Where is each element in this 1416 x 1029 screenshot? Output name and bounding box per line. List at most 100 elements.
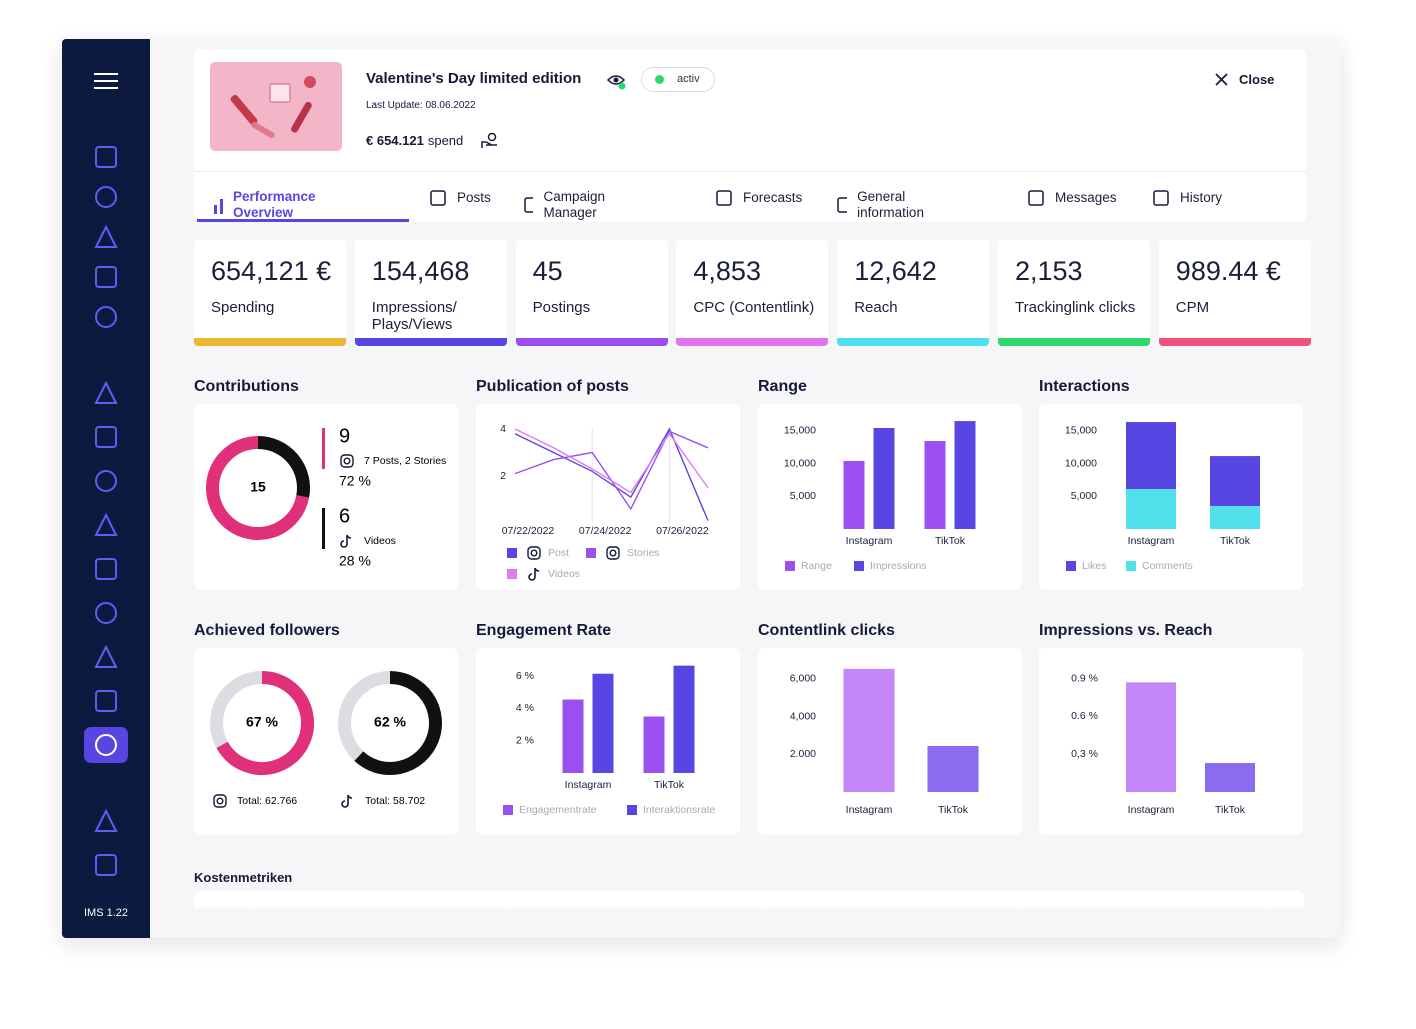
- icon-shape: [94, 380, 118, 404]
- spend-label: spend: [427, 133, 464, 148]
- kpi-bar: [194, 338, 346, 346]
- icon-shape: [95, 306, 117, 328]
- image-shape: [230, 94, 258, 126]
- chart-card: [1039, 648, 1303, 834]
- kpi-value: 2,153: [1015, 256, 1083, 286]
- icon-shape: [95, 426, 117, 448]
- coin: [487, 132, 497, 142]
- divider: [194, 171, 1306, 172]
- chart-card: [476, 648, 740, 834]
- campaign-image: [210, 62, 342, 151]
- kpi-card: 4,853 CPC (Contentlink): [676, 240, 829, 346]
- active-bg: [84, 727, 128, 763]
- chart-card: [758, 648, 1022, 834]
- kpi-card: 2,153 Trackinglink clicks: [998, 240, 1150, 346]
- kpi-label: Postings: [532, 299, 591, 316]
- tab-label: History: [1180, 190, 1223, 205]
- image-shape: [291, 101, 312, 133]
- x: [1215, 73, 1228, 86]
- kpi-value: 654,121 €: [211, 256, 332, 286]
- icon-bar: [220, 199, 223, 214]
- kpi-bar: [354, 338, 507, 346]
- tab-label: Messages: [1055, 190, 1117, 205]
- icon-shape: [716, 190, 732, 206]
- nav-icon[interactable]: [95, 186, 117, 208]
- icon-shape: [95, 186, 117, 208]
- nav-icon[interactable]: [94, 808, 118, 832]
- tab-label: Posts: [457, 190, 491, 205]
- icon-bar: [214, 205, 217, 214]
- status-pill: [641, 67, 715, 92]
- check: [618, 82, 626, 90]
- tab[interactable]: Posts: [429, 189, 491, 207]
- kpi-label: Trackinglink clicks: [1015, 299, 1136, 316]
- status-dot: [655, 75, 664, 84]
- kpi-card: 654,121 € Spending: [194, 240, 346, 346]
- chart-card: [476, 404, 740, 590]
- kpi-label: Reach: [854, 299, 898, 316]
- nav-icon[interactable]: [95, 690, 117, 712]
- eye-icon[interactable]: [606, 70, 626, 90]
- icon-shape: [95, 602, 117, 624]
- tab-underline: [197, 219, 409, 222]
- icon-shape: [95, 690, 117, 712]
- kpi-bar: [515, 338, 668, 346]
- eye-pupil: [613, 77, 619, 83]
- kpi-card: 989.44 € CPM: [1158, 240, 1311, 346]
- chart-card: [758, 404, 1022, 590]
- tab[interactable]: History: [1152, 189, 1222, 207]
- nav-icon[interactable]: [95, 266, 117, 288]
- kpi-value: 4,853: [693, 256, 761, 286]
- close-button[interactable]: Close: [1239, 72, 1275, 87]
- icon-shape: [94, 224, 118, 248]
- tab-icon: [214, 199, 223, 214]
- nav-icon[interactable]: [94, 224, 118, 248]
- nav-icon[interactable]: [95, 854, 117, 876]
- icon-shape: [95, 146, 117, 168]
- icon-shape: [1028, 190, 1044, 206]
- kpi-card: 154,468 Impressions/ Plays/Views: [354, 240, 507, 346]
- nav-icon[interactable]: [94, 380, 118, 404]
- tab-label: General information: [857, 189, 924, 220]
- status: activ: [677, 73, 700, 85]
- icon-shape: [94, 644, 118, 668]
- nav-icon[interactable]: [95, 734, 117, 756]
- tab[interactable]: Forecasts: [715, 189, 802, 207]
- header-card: [194, 49, 1306, 222]
- kpi-card: 45 Postings: [515, 240, 668, 346]
- nav-icon[interactable]: [95, 470, 117, 492]
- tab[interactable]: Campaign Manager: [523, 189, 613, 221]
- icon-shape: [95, 734, 117, 756]
- icon-shape: [430, 190, 446, 206]
- icon-shape: [837, 197, 848, 213]
- tab[interactable]: Messages: [1027, 189, 1117, 207]
- icon-shape: [94, 512, 118, 536]
- version: IMS 1.22: [84, 907, 128, 919]
- image-shape: [304, 76, 316, 88]
- kpi-label: Impressions/ Plays/Views: [371, 299, 457, 333]
- nav-icon[interactable]: [95, 306, 117, 328]
- chart-card: [194, 404, 458, 590]
- nav-icon[interactable]: [95, 426, 117, 448]
- nav-icon[interactable]: [94, 644, 118, 668]
- kpi-bar: [837, 338, 990, 346]
- tab-icon: [1153, 190, 1169, 206]
- nav-icon[interactable]: [94, 512, 118, 536]
- tab[interactable]: Performance Overview: [212, 189, 323, 221]
- nav-icon[interactable]: [95, 558, 117, 580]
- kpi-bar: [1158, 338, 1311, 346]
- kpi-card: 12,642 Reach: [837, 240, 990, 346]
- tab-icon: [1028, 190, 1044, 206]
- tab-label: Forecasts: [743, 190, 803, 205]
- nav-icon[interactable]: [95, 602, 117, 624]
- tab-icon: [524, 197, 534, 213]
- close-icon[interactable]: [1215, 73, 1228, 86]
- tab[interactable]: General information: [836, 189, 931, 221]
- spend-amount: € 654.121: [366, 133, 424, 148]
- icon-shape: [95, 854, 117, 876]
- nav-icon[interactable]: [95, 146, 117, 168]
- tab-label: Campaign Manager: [543, 189, 606, 220]
- chart-card: [1039, 404, 1303, 590]
- kpi-label: Spending: [211, 299, 275, 316]
